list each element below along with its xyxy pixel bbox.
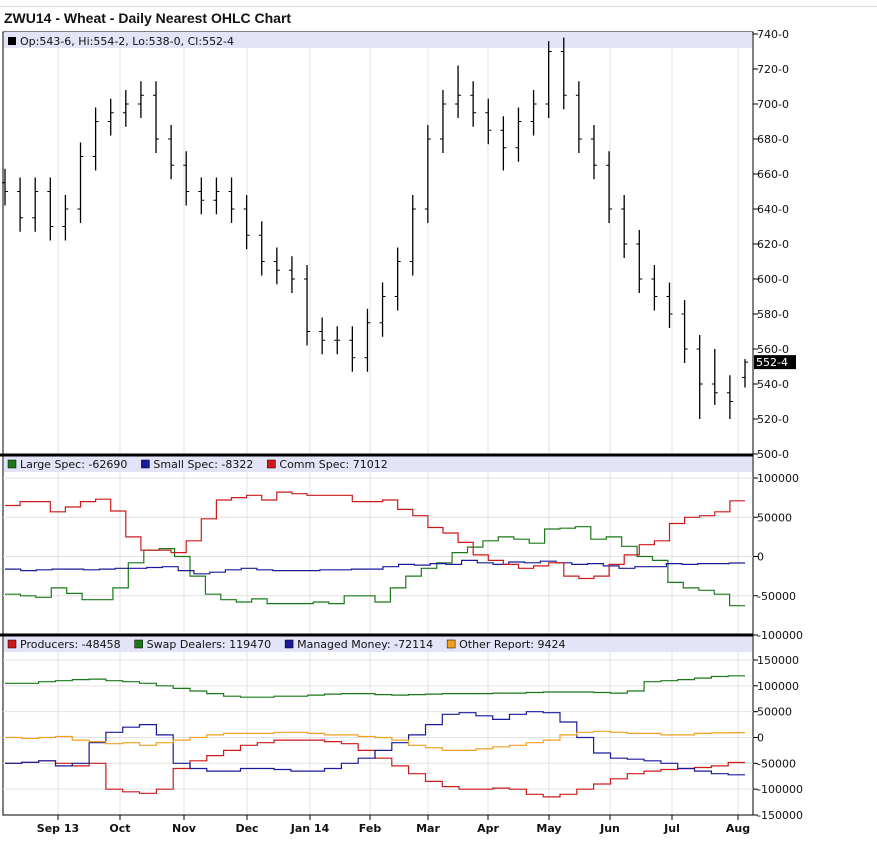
y-tick-label: 50000 xyxy=(757,706,792,719)
y-tick-label: 620-0 xyxy=(757,238,789,251)
legend-swatch xyxy=(7,639,17,649)
x-tick-label: Sep 13 xyxy=(37,822,79,835)
y-tick-label: 100000 xyxy=(757,680,799,693)
chart-title: ZWU14 - Wheat - Daily Nearest OHLC Chart xyxy=(4,10,292,26)
x-tick-label: Jul xyxy=(663,822,680,835)
legend-entry: Swap Dealers: 119470 xyxy=(147,638,271,651)
y-tick-label: 740-0 xyxy=(757,28,789,41)
legend-swatch xyxy=(267,459,276,469)
series-line xyxy=(5,491,745,580)
series-line xyxy=(5,526,745,607)
y-tick-label: -100000 xyxy=(757,629,803,642)
x-tick-label: Mar xyxy=(416,822,440,835)
top-divider xyxy=(0,6,877,7)
y-tick-label: 500-0 xyxy=(757,448,789,461)
legend-entry: Other Report: 9424 xyxy=(459,638,565,651)
legend-entry: Small Spec: -8322 xyxy=(153,458,253,471)
y-tick-label: 0 xyxy=(757,551,764,564)
y-tick-label: 150000 xyxy=(757,654,799,667)
x-tick-label: Oct xyxy=(109,822,130,835)
legend-entry: Managed Money: -72114 xyxy=(297,638,433,651)
x-tick-label: Apr xyxy=(477,822,499,835)
x-tick-label: Dec xyxy=(235,822,258,835)
y-tick-label: 600-0 xyxy=(757,273,789,286)
y-tick-label: 640-0 xyxy=(757,203,789,216)
y-tick-label: 540-0 xyxy=(757,378,789,391)
x-tick-label: Feb xyxy=(359,822,382,835)
y-tick-label: 580-0 xyxy=(757,308,789,321)
y-tick-label: 50000 xyxy=(757,511,792,524)
y-tick-label: 520-0 xyxy=(757,413,789,426)
legend-band xyxy=(4,456,752,472)
legend-entry: Producers: -48458 xyxy=(20,638,121,651)
y-tick-label: 720-0 xyxy=(757,63,789,76)
y-tick-label: 560-0 xyxy=(757,343,789,356)
y-tick-label: 100000 xyxy=(757,472,799,485)
legend-swatch xyxy=(134,639,143,649)
legend-swatch xyxy=(284,639,294,649)
legend-entry: Comm Spec: 71012 xyxy=(279,458,387,471)
last-price-label: 552-4 xyxy=(756,356,788,369)
last-price-box xyxy=(754,355,796,370)
series-line xyxy=(5,675,745,698)
x-tick-label: Jun xyxy=(599,822,620,835)
y-tick-label: -50000 xyxy=(757,590,796,603)
legend-swatch xyxy=(8,37,16,45)
y-tick-label: -100000 xyxy=(757,783,803,796)
y-tick-label: -150000 xyxy=(757,809,803,822)
y-tick-label: 680-0 xyxy=(757,133,789,146)
series-line xyxy=(5,730,745,751)
ohlc-legend: Op:543-6, Hi:554-2, Lo:538-0, Cl:552-4 xyxy=(20,35,234,48)
legend-band xyxy=(4,32,752,48)
series-line xyxy=(5,559,745,575)
x-tick-label: May xyxy=(536,822,561,835)
legend-swatch xyxy=(141,459,150,469)
legend-swatch xyxy=(7,459,17,469)
legend-swatch xyxy=(446,639,456,649)
plot-frame xyxy=(2,31,754,816)
series-line xyxy=(5,711,745,776)
legend-band xyxy=(4,636,752,652)
y-tick-label: 660-0 xyxy=(757,168,789,181)
x-tick-label: Jan 14 xyxy=(290,822,330,835)
x-tick-label: Aug xyxy=(726,822,750,835)
y-tick-label: 700-0 xyxy=(757,98,789,111)
x-tick-label: Nov xyxy=(172,822,197,835)
y-tick-label: -50000 xyxy=(757,757,796,770)
y-tick-label: 0 xyxy=(757,732,764,745)
legend-entry: Large Spec: -62690 xyxy=(20,458,127,471)
